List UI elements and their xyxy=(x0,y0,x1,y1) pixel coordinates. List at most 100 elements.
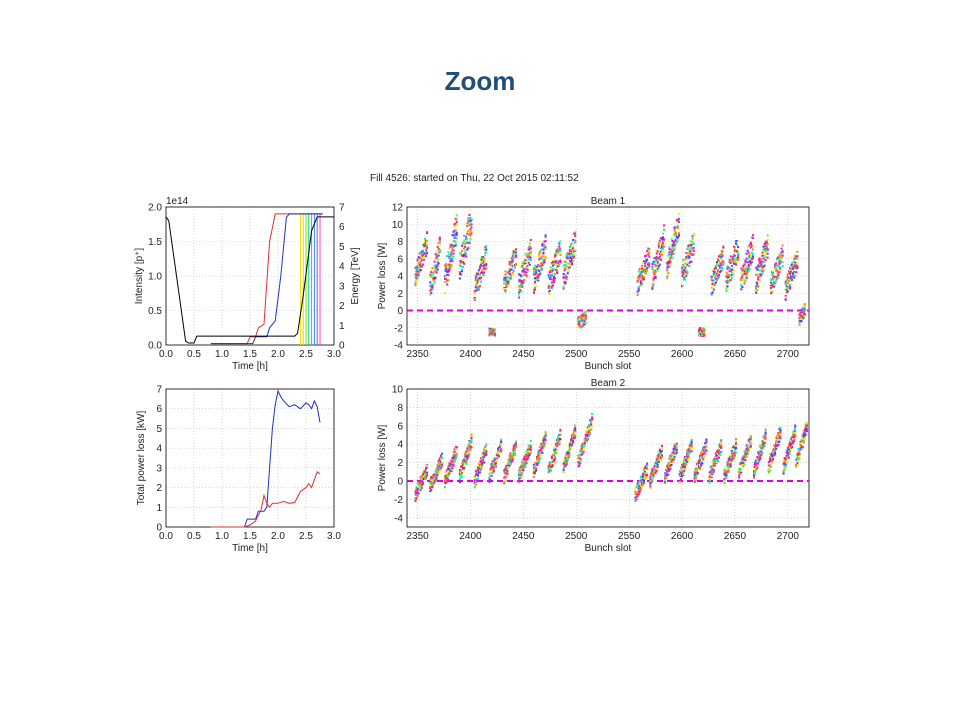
beam1-point xyxy=(647,262,650,265)
beam1-point xyxy=(477,269,480,272)
beam2-point xyxy=(794,433,797,436)
beam1-point xyxy=(744,261,747,263)
beam1-point xyxy=(479,285,481,288)
beam2-point xyxy=(550,465,553,468)
beam2-point xyxy=(540,449,543,452)
beam1-point xyxy=(571,259,573,262)
beam2-point xyxy=(688,457,691,460)
beam1-point xyxy=(671,252,674,255)
beam1-point xyxy=(539,272,542,275)
beam1-point xyxy=(685,269,688,272)
beam2-point xyxy=(513,449,516,452)
beam2-ytick-label: -4 xyxy=(394,513,403,524)
beam1-point xyxy=(455,218,458,221)
beam2-point xyxy=(534,467,536,469)
beam1-point xyxy=(647,247,650,250)
beam1-point xyxy=(663,240,666,243)
beam1-point xyxy=(699,327,701,330)
beam2-point xyxy=(450,466,453,469)
beam1-point xyxy=(673,229,676,232)
beam1-point xyxy=(534,286,536,289)
beam2-point xyxy=(641,475,644,478)
beam2-point xyxy=(452,464,455,467)
intensity-y2tick-label: 1 xyxy=(339,321,345,332)
beam1-point xyxy=(777,265,780,268)
beam2-point xyxy=(798,457,801,460)
beam1-point xyxy=(639,271,642,274)
beam1-point xyxy=(519,273,522,276)
beam1-point xyxy=(509,276,512,279)
beam2-ylabel: Power loss [W] xyxy=(377,424,388,491)
beam2-point xyxy=(649,475,652,478)
beam2-point xyxy=(446,475,449,478)
beam1-point xyxy=(415,277,418,280)
beam1-point xyxy=(455,237,458,240)
beam1-point xyxy=(716,279,718,282)
beam2-point xyxy=(559,438,562,441)
beam1-point xyxy=(796,261,799,264)
beam1-point xyxy=(781,252,784,255)
beam2-point xyxy=(425,471,427,474)
beam2-point xyxy=(539,450,542,453)
beam2-point xyxy=(635,490,638,493)
beam2-point xyxy=(649,478,652,481)
beam1-point xyxy=(791,276,794,279)
beam1-point xyxy=(534,288,536,291)
beam2-point xyxy=(570,446,572,449)
beam2-point xyxy=(461,466,463,468)
beam1-point xyxy=(573,249,576,252)
beam1-point xyxy=(505,285,508,288)
beam1-point xyxy=(662,250,664,252)
beam2-point xyxy=(636,485,639,488)
beam2-point xyxy=(657,455,660,457)
beam2-point xyxy=(649,484,652,487)
beam1-point xyxy=(713,266,716,269)
beam1-point xyxy=(556,272,559,274)
beam1-point xyxy=(581,323,584,325)
beam2-point xyxy=(757,451,760,454)
beam1-point xyxy=(803,312,806,315)
beam2-point xyxy=(793,438,796,441)
beam2-point xyxy=(700,464,703,467)
beam1-point xyxy=(656,259,659,262)
beam1-point xyxy=(477,287,480,290)
beam2-point xyxy=(485,449,488,452)
beam1-point xyxy=(685,274,688,277)
beam1-point xyxy=(737,257,740,260)
beam1-point xyxy=(759,275,762,278)
beam2-point xyxy=(755,460,758,463)
beam1-point xyxy=(687,254,690,257)
beam2-ytick-label: -2 xyxy=(394,495,403,506)
beam2-point xyxy=(536,456,539,458)
beam2-point xyxy=(792,440,795,443)
beam2-point xyxy=(438,459,441,462)
beam1-point xyxy=(750,251,753,254)
beam1-point xyxy=(658,255,661,258)
beam1-point xyxy=(711,282,714,285)
beam2-point xyxy=(639,484,642,487)
beam2-point xyxy=(704,444,707,447)
beam1-point xyxy=(449,245,452,248)
beam1-point xyxy=(703,332,706,335)
beam1-point xyxy=(445,266,448,268)
beam1-point xyxy=(795,264,798,267)
beam2-point xyxy=(554,450,557,453)
beam1-point xyxy=(548,277,551,280)
beam2-point xyxy=(729,457,732,459)
beam1-point xyxy=(454,244,457,247)
beam2-point xyxy=(494,465,497,468)
beam2-point xyxy=(548,469,551,472)
beam1-point xyxy=(710,275,713,278)
beam1-point xyxy=(528,245,531,248)
beam2-point xyxy=(439,466,442,469)
beam1-point xyxy=(741,276,744,279)
beam1-point xyxy=(733,254,736,257)
beam1-point xyxy=(460,273,462,276)
beam2-point xyxy=(678,472,681,475)
beam1-point xyxy=(667,254,670,257)
beam2-point xyxy=(525,450,528,453)
beam2-point xyxy=(782,470,785,473)
beam2-point xyxy=(483,453,486,456)
beam1-point xyxy=(737,252,740,255)
beam1-point xyxy=(775,275,778,278)
